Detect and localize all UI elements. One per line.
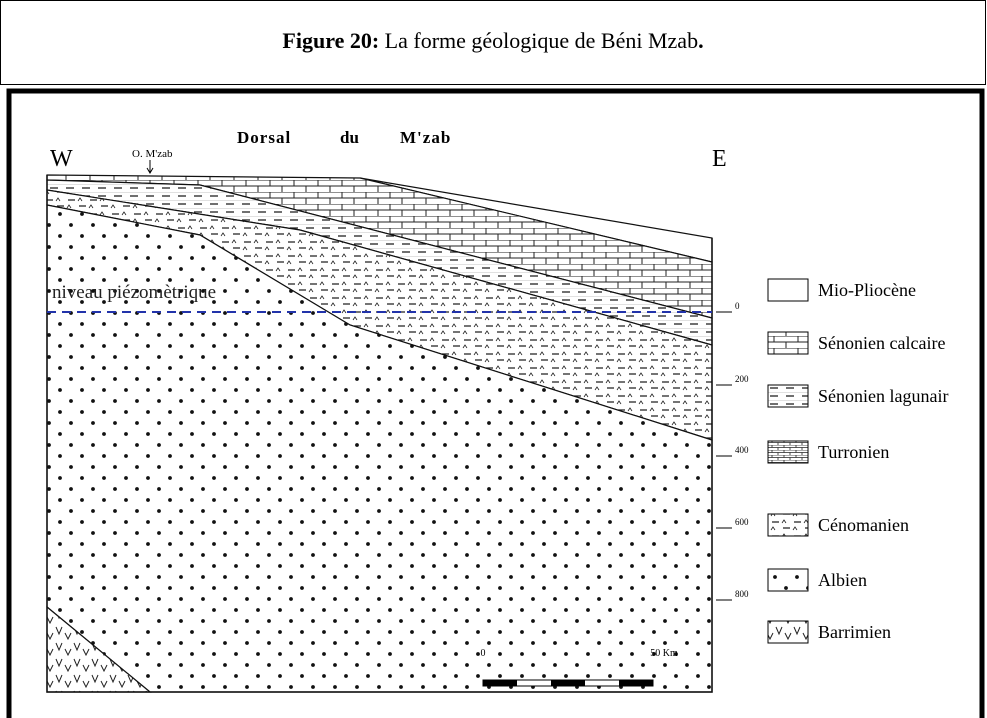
legend-swatch <box>767 278 809 302</box>
depth-label: 400 <box>735 445 749 455</box>
legend-label: Sénonien calcaire <box>818 333 945 353</box>
legend-label: Albien <box>818 570 867 590</box>
cross-section <box>46 174 713 693</box>
legend-swatch <box>767 440 809 464</box>
legend-label: Sénonien lagunair <box>818 386 948 406</box>
wadi-label: O. M'zab <box>132 148 173 160</box>
depth-scale: 0 200 400 600 800 <box>716 301 749 601</box>
scale-bar: 0 50 Km <box>481 648 678 687</box>
water-level-label: niveau piézomètrique <box>52 282 216 303</box>
legend-label: Barrimien <box>818 622 891 642</box>
caption-end: . <box>698 28 704 53</box>
west-label: W <box>50 146 73 172</box>
scale-segment <box>619 680 653 686</box>
legend-label: Turronien <box>818 442 889 462</box>
legend-label: Cénomanien <box>818 515 909 535</box>
section-outline <box>46 175 713 693</box>
legend-swatch <box>767 331 809 355</box>
scale-label: 0 <box>481 648 486 659</box>
figure-frame <box>6 88 985 718</box>
title-word: Dorsal <box>237 128 291 147</box>
depth-label: 800 <box>735 589 749 599</box>
caption-box <box>0 0 986 85</box>
wadi-arrow <box>146 160 154 174</box>
legend-swatch <box>767 513 809 537</box>
legend-swatch <box>767 620 809 644</box>
title-word: M'zab <box>400 128 451 147</box>
depth-label: 200 <box>735 374 749 384</box>
caption: Figure 20: La forme géologique de Béni M… <box>282 28 703 53</box>
depth-label: 600 <box>735 517 749 527</box>
legend-swatch <box>767 568 809 592</box>
depth-label: 0 <box>735 301 740 311</box>
caption-label: Figure 20: <box>282 28 379 53</box>
legend-label: Mio-Pliocène <box>818 280 916 300</box>
caption-text: La forme géologique de Béni Mzab <box>385 28 698 53</box>
scale-segment <box>551 680 585 686</box>
legend: Mio-Pliocène Sénonien calcaire Sénonien la… <box>767 278 948 644</box>
scale-segment <box>483 680 517 686</box>
scale-label: 50 Km <box>650 648 678 659</box>
east-label: E <box>712 146 727 172</box>
title-word: du <box>340 128 359 147</box>
legend-swatch <box>767 384 809 408</box>
